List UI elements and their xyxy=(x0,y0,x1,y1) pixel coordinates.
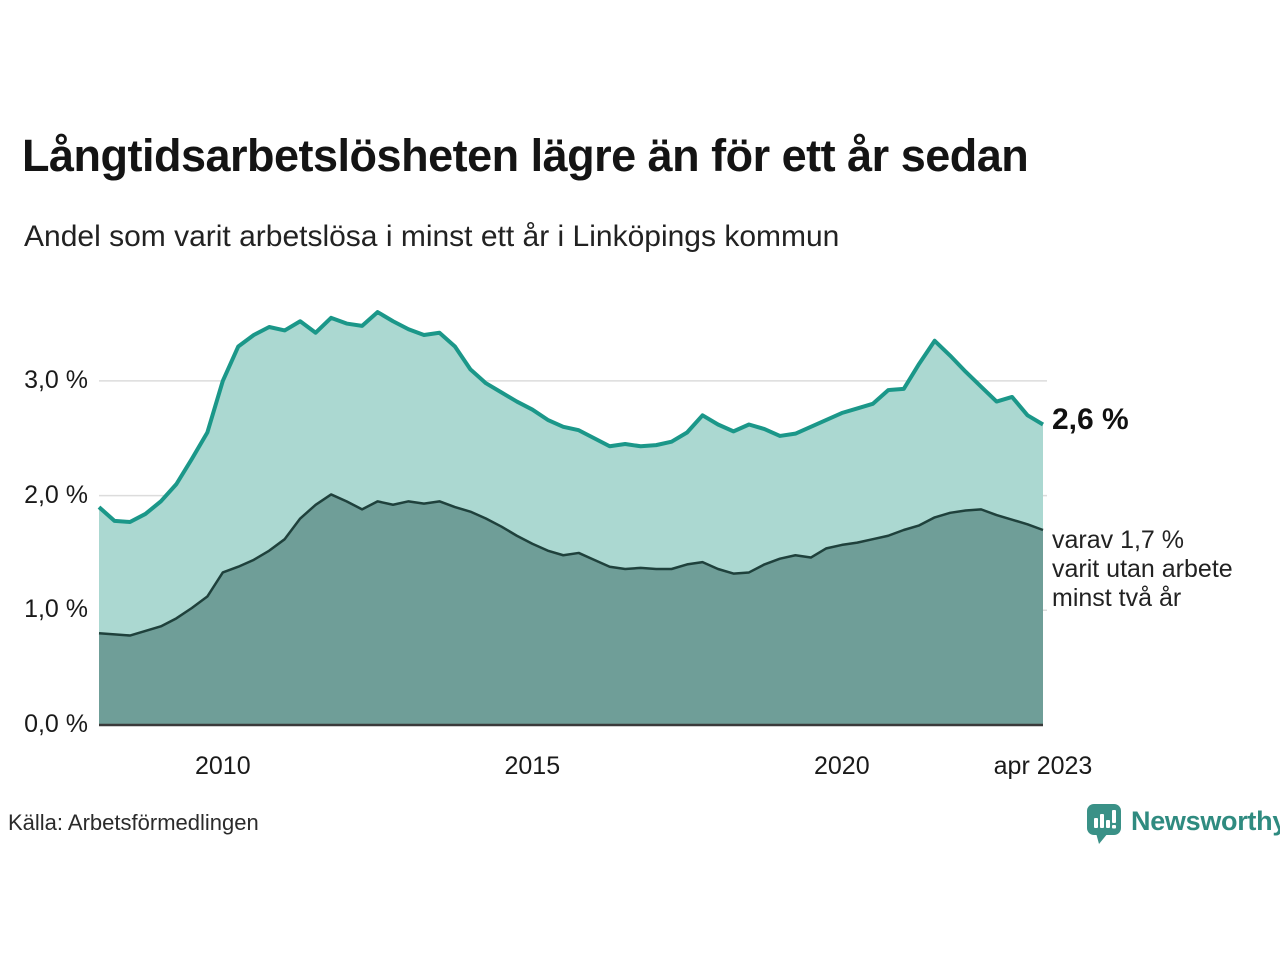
source-note: Källa: Arbetsförmedlingen xyxy=(8,810,259,835)
newsworthy-logo-text: Newsworthy xyxy=(1131,806,1280,836)
line-unemployed-1yr xyxy=(97,310,1045,524)
line-unemployed-2yr xyxy=(98,493,1044,637)
x-tick-label: 2010 xyxy=(194,752,251,780)
secondary-value-line-1: varav 1,7 % xyxy=(1052,526,1185,554)
area-unemployed-2yr xyxy=(99,494,1043,725)
x-tick-label: apr 2023 xyxy=(993,752,1093,780)
secondary-value-label: varav 1,7 % varit utan arbete minst två … xyxy=(1052,526,1233,613)
y-tick-label: 1,0 % xyxy=(24,595,88,624)
secondary-value-line-2: varit utan arbete xyxy=(1052,555,1233,583)
page-title: Långtidsarbetslösheten lägre än för ett … xyxy=(22,130,1029,181)
x-tick-label: 2020 xyxy=(814,752,870,780)
newsworthy-logo[interactable]: Newsworthy xyxy=(1086,803,1280,845)
chart-subtitle: Andel som varit arbetslösa i minst ett å… xyxy=(24,220,840,253)
y-tick-label: 0,0 % xyxy=(24,710,88,738)
bar-chart-speech-bubble-icon xyxy=(1087,804,1121,844)
latest-value-label: 2,6 % xyxy=(1052,403,1129,436)
x-tick-label: 2015 xyxy=(504,752,561,780)
y-tick-label: 3,0 % xyxy=(24,365,88,394)
y-tick-label: 2,0 % xyxy=(24,480,88,509)
secondary-value-line-3: minst två år xyxy=(1052,584,1182,612)
